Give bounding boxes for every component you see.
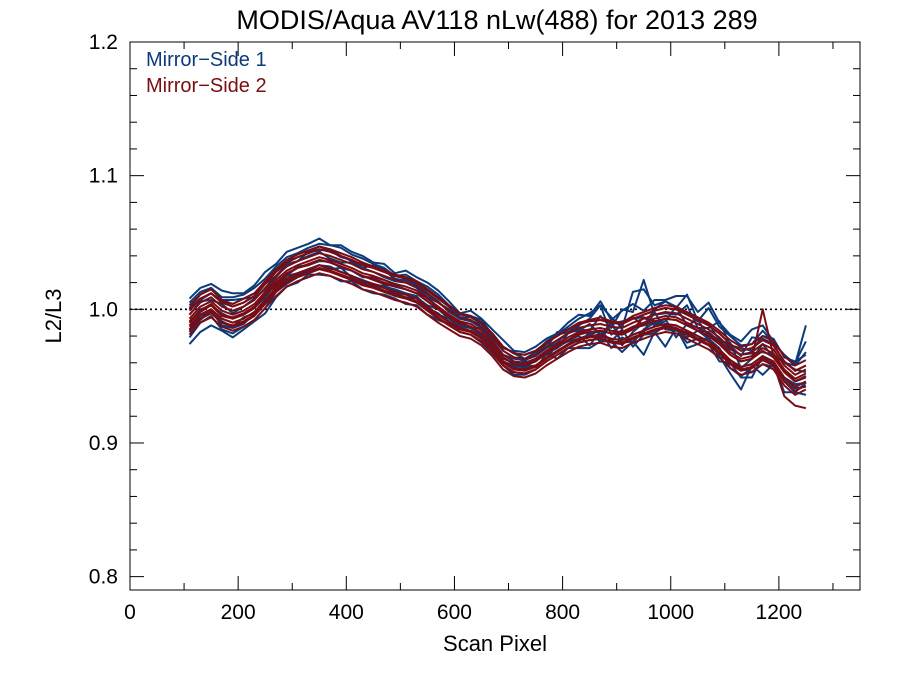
legend-label-2: Mirror−Side 2 <box>146 75 267 97</box>
x-tick-label: 600 <box>437 601 472 624</box>
x-tick-label: 0 <box>124 601 136 624</box>
series-group <box>188 237 807 410</box>
y-tick-label: 0.8 <box>89 566 118 589</box>
y-tick-label: 0.9 <box>89 432 118 455</box>
series-line-mirror-side-2 <box>188 256 807 380</box>
series-line-mirror-side-2 <box>188 264 807 388</box>
y-tick-label: 1.0 <box>89 298 118 321</box>
x-tick-label: 800 <box>545 601 580 624</box>
plot-frame <box>129 41 861 591</box>
x-axis-label: Scan Pixel <box>443 631 547 656</box>
y-tick-label: 1.1 <box>89 165 118 188</box>
y-tick-label: 1.2 <box>89 31 118 54</box>
chart-title: MODIS/Aqua AV118 nLw(488) for 2013 289 <box>236 5 757 35</box>
series-line-mirror-side-2 <box>188 258 807 383</box>
series-line-mirror-side-2 <box>188 252 807 376</box>
series-line-mirror-side-2 <box>188 272 807 396</box>
series-line-mirror-side-2 <box>188 248 807 372</box>
x-tick-label: 1200 <box>756 601 803 624</box>
legend-label-1: Mirror−Side 1 <box>146 49 267 71</box>
x-tick-label: 200 <box>221 601 256 624</box>
x-axis: 0 200 400 600 800 1000 1200 <box>124 42 834 624</box>
series-line-mirror-side-1 <box>188 237 807 364</box>
y-axis-label: L2/L3 <box>41 288 66 343</box>
x-tick-label: 1000 <box>647 601 694 624</box>
legend: Mirror−Side 1 Mirror−Side 2 <box>146 49 267 97</box>
series-line-mirror-side-2 <box>188 266 807 410</box>
x-tick-label: 400 <box>329 601 364 624</box>
y-axis: 0.8 0.9 1.0 1.1 1.2 <box>89 31 860 589</box>
series-line-mirror-side-1 <box>188 264 807 386</box>
